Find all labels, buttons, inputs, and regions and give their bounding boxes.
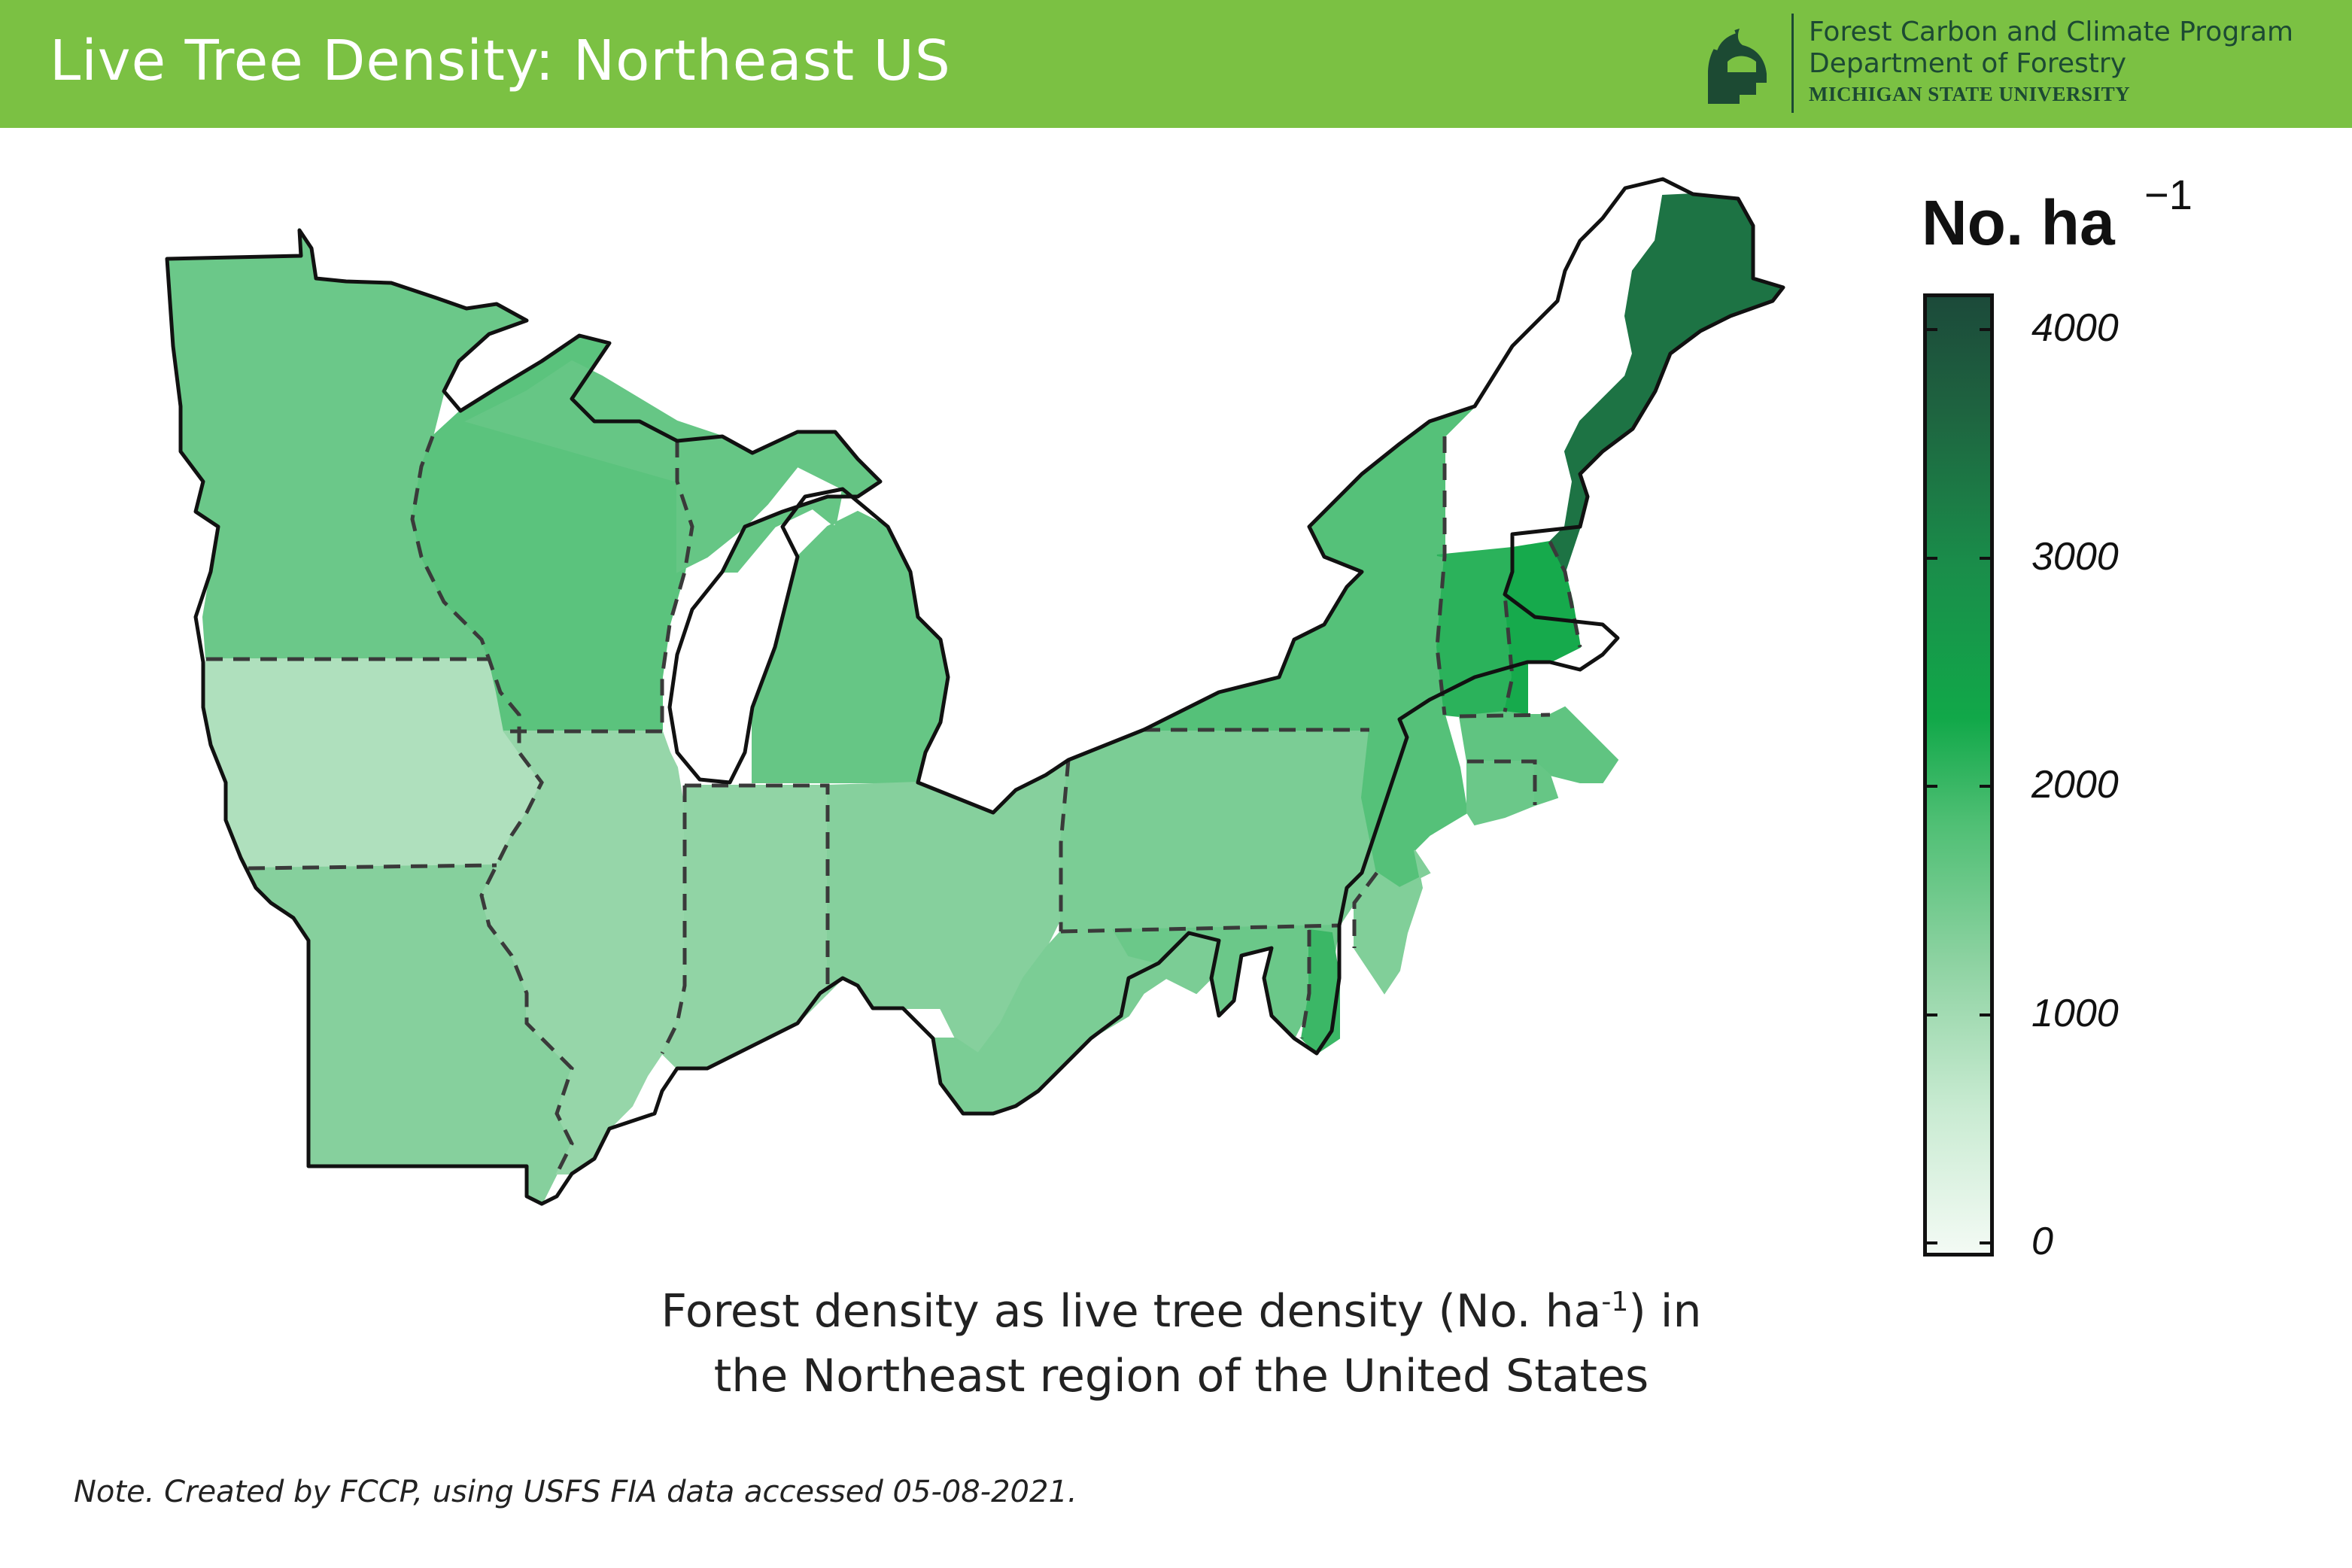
legend-tick-label: 1000 xyxy=(2031,991,2119,1035)
state-boundary-line xyxy=(248,863,497,871)
caption-line1-start: Forest density as live tree density (No.… xyxy=(661,1285,1602,1338)
state-boundary-line xyxy=(1059,759,1071,931)
legend-tick-label: 4000 xyxy=(2031,306,2119,351)
legend-color-bar xyxy=(1923,293,1994,1257)
legend-tick-mark xyxy=(1980,556,1990,560)
legend-tick-mark xyxy=(1980,1013,1990,1016)
caption-line1-superscript: -1 xyxy=(1601,1287,1629,1317)
state-maine xyxy=(1548,193,1785,574)
page-title: Live Tree Density: Northeast US xyxy=(50,29,951,93)
state-pennsylvania xyxy=(1060,729,1378,933)
legend-tick-label: 3000 xyxy=(2031,534,2119,579)
state-boundary-line xyxy=(685,783,830,993)
state-indiana xyxy=(661,785,828,1069)
state-boundary-line xyxy=(1435,436,1447,716)
legend-tick-label: 0 xyxy=(2031,1220,2053,1263)
legend-tick-label: 2000 xyxy=(2031,763,2119,807)
state-boundary-line xyxy=(1459,713,1551,719)
state-iowa xyxy=(202,658,543,870)
legend-tick-mark xyxy=(1927,556,1937,560)
header-bar: Live Tree Density: Northeast US Forest C… xyxy=(0,0,2352,128)
legend-tick-mark xyxy=(1980,785,1990,789)
org-program-name: Forest Carbon and Climate Program xyxy=(1809,17,2294,47)
legend-title: No. ha xyxy=(1922,187,2115,258)
source-note: Note. Created by FCCP, using USFS FIA da… xyxy=(74,1475,1077,1509)
legend-tick-mark xyxy=(1980,328,1990,332)
caption-line2: the Northeast region of the United State… xyxy=(713,1350,1649,1402)
legend-tick-mark xyxy=(1927,785,1937,789)
header-divider xyxy=(1791,14,1794,113)
legend-tick-mark xyxy=(1980,1241,1990,1244)
state-new-jersey xyxy=(1354,849,1431,995)
state-boundary-line xyxy=(660,786,687,1055)
caption-line1-end: ) in xyxy=(1628,1285,1702,1338)
state-boundary-line xyxy=(1467,759,1537,805)
legend-title-superscript: −1 xyxy=(2144,171,2192,218)
state-boundary-line xyxy=(1060,923,1340,934)
spartan-helmet-icon xyxy=(1708,29,1767,104)
legend-tick-mark xyxy=(1927,1241,1937,1244)
state-boundary-line xyxy=(660,441,694,731)
legend-tick-mark xyxy=(1927,1013,1937,1016)
state-boundary-line xyxy=(1352,871,1378,948)
state-connecticut xyxy=(1466,761,1536,826)
state-boundary-line xyxy=(410,436,574,1175)
legend-tick-mark xyxy=(1927,328,1937,332)
state-boundary-line xyxy=(1299,930,1311,1039)
state-massachusetts xyxy=(1458,706,1619,783)
region-outline xyxy=(165,177,1785,1206)
org-department-name: Department of Forestry xyxy=(1809,48,2127,79)
org-university-name: MICHIGAN STATE UNIVERSITY xyxy=(1809,83,2131,105)
map-caption: Forest density as live tree density (No.… xyxy=(557,1270,1806,1408)
state-new-hampshire xyxy=(1503,540,1582,716)
